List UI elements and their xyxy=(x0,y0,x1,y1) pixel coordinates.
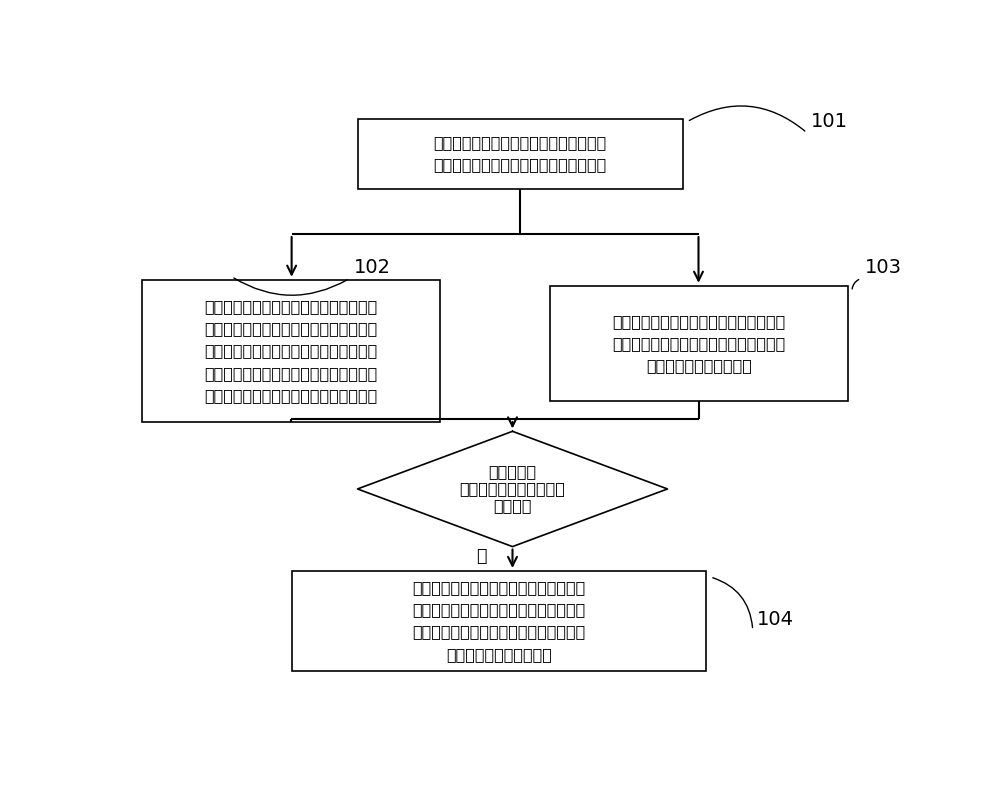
Text: 101: 101 xyxy=(811,113,848,132)
Text: 的结果是否小于或等于预: 的结果是否小于或等于预 xyxy=(460,481,565,496)
Text: 104: 104 xyxy=(757,610,794,629)
Text: 设阈值？: 设阈值？ xyxy=(493,499,532,514)
FancyBboxPatch shape xyxy=(358,119,683,188)
FancyBboxPatch shape xyxy=(292,571,706,671)
Text: 102: 102 xyxy=(354,258,391,277)
Text: 将视频跟踪过程的当前图像中的该第一跟
踪对象目标与过往图像中的该第一跟踪对
象目标进行面积重合度计算，其中过往图
像为视频跟踪过程中在该当前图像之前一
次跟踪到: 将视频跟踪过程的当前图像中的该第一跟 踪对象目标与过往图像中的该第一跟踪对 象目… xyxy=(205,299,378,403)
Text: 在对该第一跟踪对象目标的视频跟踪过程
中，提取视频中的该第一跟踪对象目标的
特征点各自的特征信息；: 在对该第一跟踪对象目标的视频跟踪过程 中，提取视频中的该第一跟踪对象目标的 特征… xyxy=(612,314,786,373)
Text: 将所提取的该当前图像中该第一跟踪对象
目标的特征点各自的特征信息与过往图像
中该第一跟踪对象目标的相应的特征点各
自的特征信息进行匹配。: 将所提取的该当前图像中该第一跟踪对象 目标的特征点各自的特征信息与过往图像 中该… xyxy=(412,580,586,662)
Text: 重合度计算: 重合度计算 xyxy=(488,464,537,479)
Polygon shape xyxy=(358,431,668,547)
Text: 确定视频中的第一跟踪对象目标，并基于
视频对第一跟踪对象目标进行视频跟踪；: 确定视频中的第一跟踪对象目标，并基于 视频对第一跟踪对象目标进行视频跟踪； xyxy=(434,135,607,173)
Text: 是: 是 xyxy=(476,547,487,565)
Text: 103: 103 xyxy=(865,258,902,277)
FancyBboxPatch shape xyxy=(550,286,848,401)
FancyBboxPatch shape xyxy=(142,280,440,422)
